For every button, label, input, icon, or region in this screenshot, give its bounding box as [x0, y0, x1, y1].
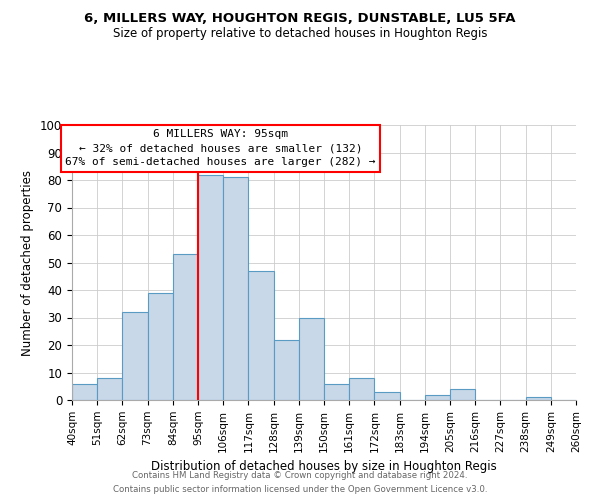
Bar	[198, 174, 223, 400]
Bar	[173, 254, 198, 400]
Text: 6 MILLERS WAY: 95sqm
← 32% of detached houses are smaller (132)
67% of semi-deta: 6 MILLERS WAY: 95sqm ← 32% of detached h…	[65, 129, 376, 167]
Bar	[526, 397, 551, 400]
Bar	[223, 178, 248, 400]
Bar	[450, 389, 475, 400]
Bar	[97, 378, 122, 400]
Text: 6, MILLERS WAY, HOUGHTON REGIS, DUNSTABLE, LU5 5FA: 6, MILLERS WAY, HOUGHTON REGIS, DUNSTABL…	[84, 12, 516, 26]
Bar	[425, 394, 450, 400]
Bar	[122, 312, 148, 400]
Text: Contains public sector information licensed under the Open Government Licence v3: Contains public sector information licen…	[113, 485, 487, 494]
Bar	[148, 292, 173, 400]
Y-axis label: Number of detached properties: Number of detached properties	[22, 170, 34, 356]
X-axis label: Distribution of detached houses by size in Houghton Regis: Distribution of detached houses by size …	[151, 460, 497, 473]
Bar	[324, 384, 349, 400]
Bar	[299, 318, 324, 400]
Text: Contains HM Land Registry data © Crown copyright and database right 2024.: Contains HM Land Registry data © Crown c…	[132, 471, 468, 480]
Bar	[349, 378, 374, 400]
Bar	[72, 384, 97, 400]
Bar	[274, 340, 299, 400]
Bar	[374, 392, 400, 400]
Bar	[248, 271, 274, 400]
Text: Size of property relative to detached houses in Houghton Regis: Size of property relative to detached ho…	[113, 28, 487, 40]
